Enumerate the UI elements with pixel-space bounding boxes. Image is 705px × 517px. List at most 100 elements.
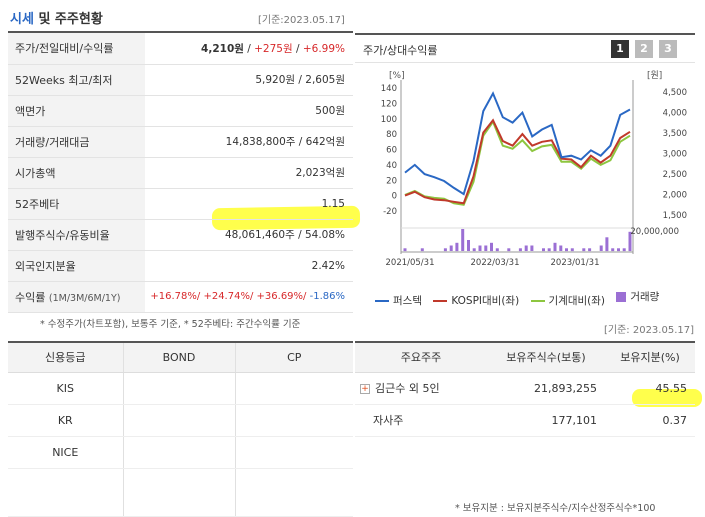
col-header: BOND [123,341,236,373]
y2-tick-label: 1,500 [663,211,687,221]
price-value: 4,210원 / +275원 / +6.99% [145,33,353,65]
y2-tick-label: 3,000 [663,150,687,160]
col-header: 신용등급 [8,341,124,373]
x-tick-label: 2021/05/31 [386,258,435,268]
row-value: 14,838,800주 / 642억원 [145,126,353,158]
row-label: 시가총액 [8,157,145,189]
volume-bar [588,248,592,252]
volume-bar [582,248,586,252]
chart-legend: 퍼스텍 KOSPI대비(좌) 기계대비(좌) 거래량 [375,289,667,308]
price-chart: [%] [원] 140 120 100 80 60 40 20 0 -20 4,500 4,000 3,5… [381,70,687,268]
col-header: 보유지분(%) [605,341,695,373]
volume-bar [449,245,453,251]
page-title: 시세 및 주주현황 [10,8,103,27]
empty-cell [235,468,353,517]
empty-cell [123,468,236,517]
y2-tick-label: 2,000 [663,191,687,201]
holder-shares: 177,101 [487,404,605,437]
volume-bar [530,245,534,251]
row-value: 2,023억원 [145,157,353,189]
volume-bar [622,248,626,252]
volume-bar [467,240,470,251]
row-value: 500원 [145,95,353,127]
row-label: 발행주식수/유동비율 [8,219,145,251]
y-tick-label: 20 [386,176,397,186]
volume-bar [420,248,424,252]
table-row: 주가/전일대비/수익률 4,210원 / +275원 / +6.99% [8,33,353,65]
base-date-2: [기준: 2023.05.17] [604,325,695,336]
holder-pct: 0.37 [605,404,695,437]
row-label: 주가/전일대비/수익률 [8,33,145,65]
x-tick-label: 2023/01/31 [551,258,600,268]
legend-item: 퍼스텍 [375,293,422,308]
volume-bar [547,248,551,252]
volume-bar [524,245,528,251]
volume-bar [443,248,447,252]
legend-item: 거래량 [616,289,659,304]
credit-rating-table: 신용등급 BOND CP KIS KR NICE [8,341,353,517]
cp-cell [235,372,353,405]
series-line [404,119,631,206]
chart-tab-2[interactable]: 2 [635,40,653,58]
y-tick-label: 100 [381,115,397,125]
volume-bar [484,245,488,251]
agency: NICE [8,436,124,469]
volume-bar [617,248,620,252]
divider [8,31,353,33]
volume-bar [472,248,476,252]
y2-tick-label: 4,000 [663,109,687,119]
volume-bar [570,248,574,252]
table-row: 거래량/거래대금 14,838,800주 / 642억원 [8,126,353,158]
series-line [404,91,631,196]
volume-bar [565,248,568,252]
col-header: CP [235,341,353,373]
table-row: 외국인지분율 2.42% [8,250,353,282]
holder-pct: 45.55 [605,372,695,405]
table-row: 시가총액 2,023억원 [8,157,353,189]
row-label: 수익률 (1M/3M/6M/1Y) [8,281,145,313]
title-rest: 및 주주현황 [33,12,103,27]
row-label: 액면가 [8,95,145,127]
volume-bar [490,242,493,252]
expand-icon[interactable]: + [360,384,370,394]
legend-item: KOSPI대비(좌) [433,293,519,308]
col-header: 주요주주 [355,341,487,373]
volume-bar [605,237,609,252]
holder-name: + 김근수 외 5인 [355,372,487,405]
volume-bar [599,245,603,251]
volume-bar [507,248,511,252]
returns-value: +16.78%/ +24.74%/ +36.69%/ -1.86% [145,281,353,313]
chart-tab-1[interactable]: 1 [611,40,629,58]
y-tick-label: -20 [383,207,397,217]
y2-tick-label: 2,500 [663,170,687,180]
series-line [404,118,631,205]
base-date: [기준:2023.05.17] [258,15,345,26]
agency: KR [8,404,124,437]
quote-table: 주가/전일대비/수익률 4,210원 / +275원 / +6.99% 52We… [8,33,353,313]
y2-tick-label: 4,500 [663,88,687,98]
y-tick-label: 140 [381,84,397,94]
table-row: KR [8,404,353,437]
row-value: 2.42% [145,250,353,282]
table-row: 52주베타 1.15 [8,188,353,220]
footnote-left: * 수정주가(차트포함), 보통주 기준, * 52주베타: 주간수익률 기준 [40,319,301,330]
volume-bar [478,245,482,251]
table-row [8,468,353,517]
y-tick-label: 80 [386,130,397,140]
table-row: 자사주 177,101 0.37 [355,404,695,437]
title-highlight: 시세 [10,12,34,27]
table-row: 액면가 500원 [8,95,353,127]
volume-bar [495,248,499,252]
major-holders-table: 주요주주 보유주식수(보통) 보유지분(%) + 김근수 외 5인 21,893,… [355,341,695,437]
y-tick-label: 40 [386,161,397,171]
bond-cell [123,404,236,437]
cp-cell [235,436,353,469]
footnote-right: * 보유지분 : 보유지분주식수/지수산정주식수*100 [455,503,656,514]
holder-shares: 21,893,255 [487,372,605,405]
chart-tab-3[interactable]: 3 [659,40,677,58]
volume-bar [628,231,632,252]
volume-bar [559,245,563,251]
row-label: 52Weeks 최고/최저 [8,64,145,96]
left-axis-unit: [%] [389,71,405,81]
legend-item: 기계대비(좌) [530,293,605,308]
